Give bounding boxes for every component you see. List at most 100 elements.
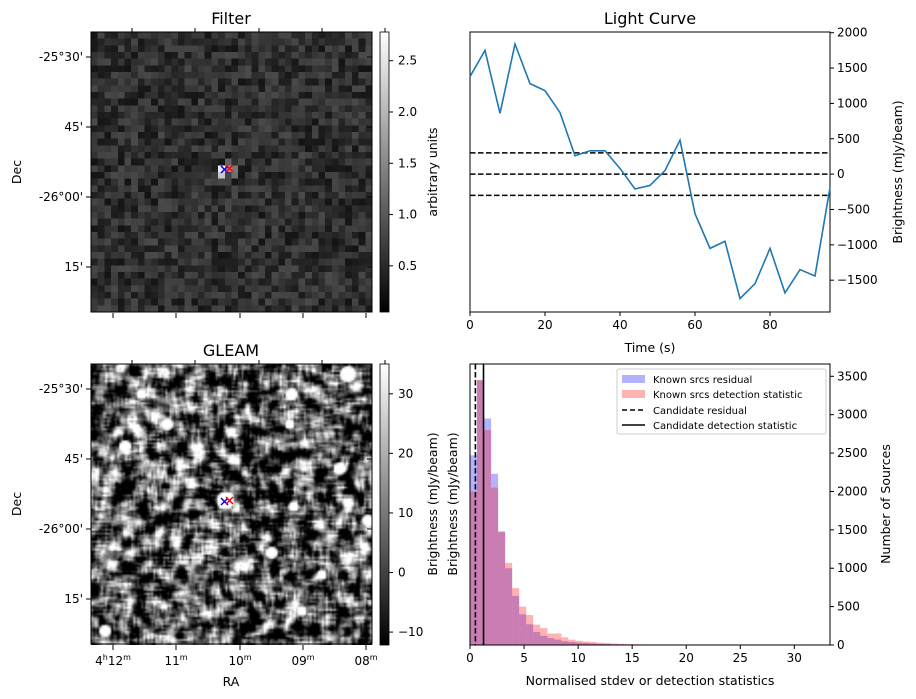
ra-tick-label: 08m <box>354 653 377 668</box>
dec-tick-label: -25°30' <box>39 382 83 396</box>
light-curve-xlabel: Time (s) <box>624 340 676 355</box>
detection-bar <box>617 643 625 645</box>
detection-bar <box>491 487 499 645</box>
dec-tick-label: -26°00' <box>39 190 83 204</box>
y-tick-label: −1000 <box>837 238 878 252</box>
gleam-colorbar <box>379 363 390 646</box>
detection-bar <box>526 615 534 645</box>
x-tick-label: 0 <box>466 318 474 332</box>
hist-right-ylabel: Number of Sources <box>878 444 893 564</box>
residual-bar <box>526 624 534 645</box>
residual-bar <box>561 641 569 645</box>
y-tick-label: 2500 <box>837 446 868 460</box>
detection-bar <box>519 606 527 645</box>
ra-tick-label: 11m <box>164 653 187 668</box>
detection-bar <box>505 562 513 645</box>
filter-image <box>91 32 372 312</box>
dec-tick-label: 45' <box>64 120 83 134</box>
axes-frame <box>90 31 373 313</box>
dec-tick-label: 45' <box>64 452 83 466</box>
colorbar-tick-label: 1.0 <box>398 208 417 222</box>
detection-bar <box>589 641 597 645</box>
y-tick-label: 1000 <box>837 96 868 110</box>
light-curve-ylabel: Brightness (mJy/beam) <box>890 100 905 243</box>
legend-label-detection: Known srcs detection statistic <box>653 390 802 401</box>
detection-bar <box>568 639 576 645</box>
detection-bar <box>512 588 520 645</box>
y-tick-label: −1500 <box>837 273 878 287</box>
x-tick-label: 80 <box>762 318 777 332</box>
detection-bar <box>477 380 485 645</box>
axes-frame <box>90 363 373 645</box>
filter-colorbar-label: arbitrary units <box>425 127 440 216</box>
ra-tick-label: 10m <box>228 653 251 668</box>
colorbar-tick-label: 20 <box>398 446 413 460</box>
residual-bar <box>519 614 527 645</box>
detection-bar <box>561 637 569 645</box>
colorbar-tick-label: 2.0 <box>398 105 417 119</box>
y-tick-label: 3000 <box>837 408 868 422</box>
gleam-colorbar-label: Brightness (mJy/beam) <box>425 432 440 575</box>
hist-xlabel: Normalised stdev or detection statistics <box>526 673 775 688</box>
y-tick-label: 2000 <box>837 26 868 40</box>
gleam-image <box>91 364 372 645</box>
red-x-marker <box>225 164 234 173</box>
colorbar-tick-label: −10 <box>398 625 423 639</box>
y-tick-label: 0 <box>837 638 845 652</box>
light-curve-line <box>469 41 831 301</box>
legend-swatch-detection <box>622 390 645 398</box>
x-tick-label: 5 <box>520 651 528 665</box>
colorbar-tick-label: 1.5 <box>398 156 417 170</box>
x-tick-label: 25 <box>733 651 748 665</box>
detection-bar <box>470 491 478 645</box>
legend-label-candidate-detection: Candidate detection statistic <box>653 421 797 432</box>
detection-bar <box>582 641 590 645</box>
y-tick-label: 1500 <box>837 61 868 75</box>
detection-bar <box>610 643 618 645</box>
colorbar-tick-label: 2.5 <box>398 54 417 68</box>
residual-bar <box>505 568 513 645</box>
dec-tick-label: 15' <box>64 592 83 606</box>
x-tick-label: 15 <box>625 651 640 665</box>
y-tick-label: 0 <box>837 167 845 181</box>
y-tick-label: 1000 <box>837 561 868 575</box>
residual-bar <box>477 380 485 645</box>
residual-bar <box>498 531 506 645</box>
residual-bar <box>470 455 478 645</box>
residual-bar <box>554 639 562 645</box>
residual-bar <box>582 643 590 645</box>
colorbar-tick-label: 0 <box>398 566 406 580</box>
red-x-marker <box>225 496 234 505</box>
y-tick-label: −500 <box>837 202 870 216</box>
filter-colorbar <box>379 31 390 313</box>
hist-axes <box>469 363 831 646</box>
light-curve-axes <box>469 31 831 313</box>
x-tick-label: 40 <box>612 318 627 332</box>
ra-tick-label: 4h12m <box>95 653 131 668</box>
detection-bar <box>540 628 548 645</box>
colorbar-tick-label: 30 <box>398 387 413 401</box>
legend-label-residual: Known srcs residual <box>653 375 752 386</box>
detection-bar <box>554 633 562 645</box>
colorbar-tick-label: 10 <box>398 506 413 520</box>
x-tick-label: 20 <box>679 651 694 665</box>
gleam-dec-label: Dec <box>9 492 24 516</box>
legend-label-candidate-residual: Candidate residual <box>653 406 747 417</box>
light-curve-title: Light Curve <box>604 9 696 28</box>
detection-bar <box>484 430 492 645</box>
filter-title: Filter <box>211 9 251 28</box>
residual-bar <box>575 642 583 645</box>
filter-dec-label: Dec <box>9 160 24 184</box>
dec-tick-label: -26°00' <box>39 522 83 536</box>
dec-tick-label: -25°30' <box>39 50 83 64</box>
legend-swatch-residual <box>622 375 645 383</box>
y-tick-label: 2000 <box>837 484 868 498</box>
gleam-title: GLEAM <box>203 341 259 360</box>
x-tick-label: 10 <box>570 651 585 665</box>
hist-legend: Known srcs residual Known srcs detection… <box>616 368 827 435</box>
residual-bar <box>484 418 492 645</box>
colorbar-tick-label: 0.5 <box>398 259 417 273</box>
y-tick-label: 3500 <box>837 369 868 383</box>
